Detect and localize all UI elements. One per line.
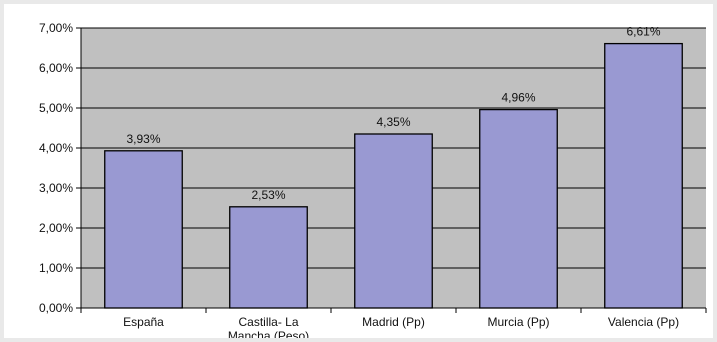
bar bbox=[479, 108, 558, 309]
data-label: 4,35% bbox=[376, 115, 410, 129]
y-tick-label: 5,00% bbox=[39, 101, 73, 115]
x-tick-label-line: Castilla- La bbox=[238, 315, 298, 329]
bar bbox=[604, 42, 683, 309]
x-tick-label: Madrid (Pp) bbox=[362, 315, 425, 329]
data-label: 2,53% bbox=[251, 188, 285, 202]
x-tick-label: España bbox=[123, 315, 164, 329]
x-tick-label-line: España bbox=[123, 315, 164, 329]
y-tick-label: 4,00% bbox=[39, 141, 73, 155]
y-tick-label: 6,00% bbox=[39, 61, 73, 75]
y-tick-label: 0,00% bbox=[39, 301, 73, 315]
x-tick-label: Valencia (Pp) bbox=[608, 315, 679, 329]
x-axis: España Castilla- La Mancha (Peso) Madrid (P… bbox=[80, 307, 707, 338]
x-tick-label-line: Madrid (Pp) bbox=[362, 315, 425, 329]
data-label: 6,61% bbox=[626, 25, 660, 39]
y-tick-label: 1,00% bbox=[39, 261, 73, 275]
x-tick-label-line: Valencia (Pp) bbox=[608, 315, 679, 329]
data-label: 4,96% bbox=[501, 91, 535, 105]
bar bbox=[104, 150, 183, 309]
x-tick-label-line: Mancha (Peso) bbox=[228, 329, 309, 338]
data-label: 3,93% bbox=[126, 132, 160, 146]
chart-frame: 0,00% 1,00% 2,00% 3,00% 4,00% 5,00% 6,00% 7,00%… bbox=[4, 4, 713, 338]
bar bbox=[229, 206, 308, 309]
y-tick-label: 2,00% bbox=[39, 221, 73, 235]
y-tick-label: 3,00% bbox=[39, 181, 73, 195]
x-tick-label: Castilla- La Mancha (Peso) bbox=[228, 315, 309, 338]
bar bbox=[354, 133, 433, 309]
x-tick-label: Murcia (Pp) bbox=[487, 315, 549, 329]
bar-chart: 0,00% 1,00% 2,00% 3,00% 4,00% 5,00% 6,00% 7,00%… bbox=[39, 21, 707, 338]
y-tick-label: 7,00% bbox=[39, 21, 73, 35]
x-tick-label-line: Murcia (Pp) bbox=[487, 315, 549, 329]
data-labels: 3,93% 2,53% 4,35% 4,96% 6,61% bbox=[126, 25, 660, 202]
y-axis: 0,00% 1,00% 2,00% 3,00% 4,00% 5,00% 6,00% 7,00% bbox=[39, 21, 82, 315]
